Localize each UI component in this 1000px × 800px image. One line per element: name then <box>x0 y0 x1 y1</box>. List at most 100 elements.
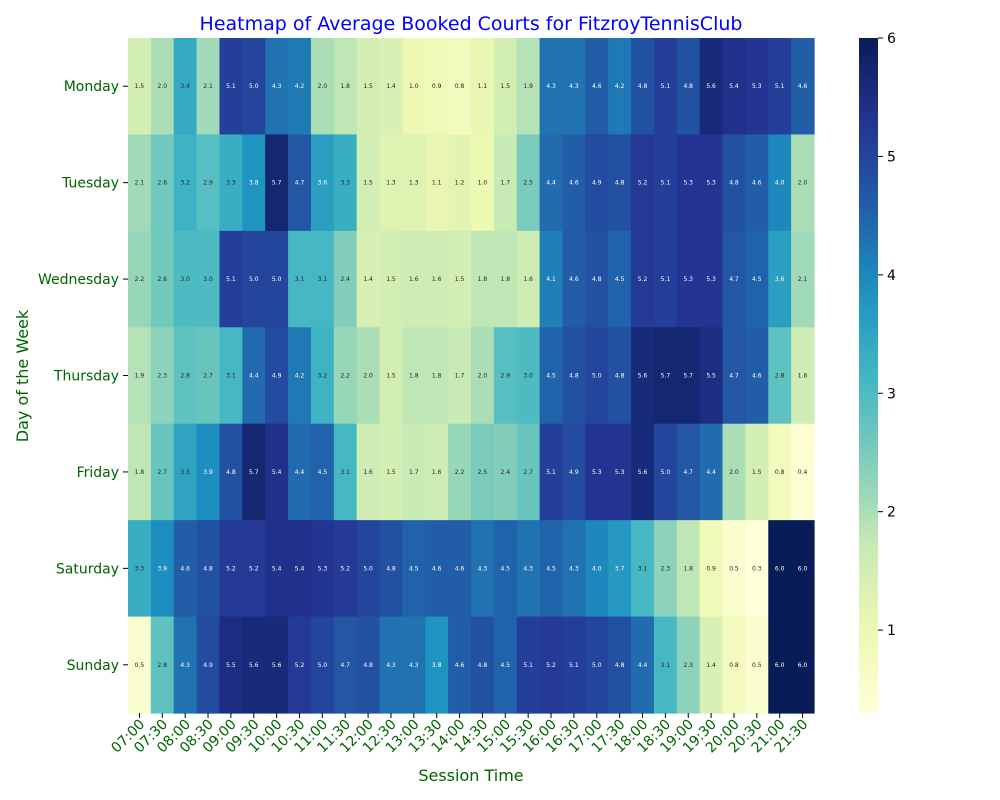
cell-value-label: 5.6 <box>706 83 716 90</box>
heatmap-cell <box>333 134 358 232</box>
heatmap-cell <box>539 230 564 328</box>
cell-value-label: 2.2 <box>340 373 350 380</box>
cell-value-label: 5.2 <box>249 565 259 572</box>
cell-value-label: 6.0 <box>798 662 808 669</box>
heatmap-cell <box>448 230 472 328</box>
cell-value-label: 4.7 <box>295 180 305 187</box>
cell-value-label: 4.3 <box>409 662 419 669</box>
heatmap-cell <box>722 134 746 232</box>
heatmap-cell <box>699 230 724 328</box>
cell-value-label: 5.7 <box>272 180 282 187</box>
cell-value-label: 4.8 <box>615 662 625 669</box>
colorbar-tick-label: 4 <box>887 268 896 284</box>
cell-value-label: 0.9 <box>706 565 716 572</box>
cell-value-label: 4.8 <box>569 373 579 380</box>
heatmap-cell <box>745 134 769 232</box>
cell-value-label: 4.8 <box>203 565 213 572</box>
heatmap-cell <box>219 520 243 618</box>
cell-value-label: 4.8 <box>226 469 236 476</box>
cell-value-label: 4.2 <box>615 83 625 90</box>
heatmap-cell <box>402 327 426 425</box>
cell-value-label: 4.7 <box>340 662 350 669</box>
heatmap-cell <box>402 520 426 618</box>
cell-value-label: 3.1 <box>295 276 305 283</box>
heatmap-cell <box>379 327 403 425</box>
cell-value-label: 1.9 <box>523 83 533 90</box>
cell-value-label: 4.7 <box>729 276 739 283</box>
cell-value-label: 4.6 <box>455 565 465 572</box>
heatmap-cell <box>653 327 678 425</box>
heatmap-cell <box>539 616 564 714</box>
cell-value-label: 4.5 <box>409 565 419 572</box>
cell-value-label: 4.8 <box>478 662 488 669</box>
cell-value-label: 5.4 <box>295 565 305 572</box>
cell-value-label: 1.5 <box>501 83 511 90</box>
heatmap-cell <box>265 327 289 425</box>
heatmap-cell <box>333 423 358 521</box>
cell-value-label: 4.9 <box>569 469 579 476</box>
cell-value-label: 1.6 <box>409 276 419 283</box>
cell-value-label: 4.6 <box>752 180 762 187</box>
cell-value-label: 4.8 <box>729 180 739 187</box>
heatmap-cell <box>150 38 175 136</box>
heatmap-cell <box>631 520 655 618</box>
heatmap-cell <box>425 327 449 425</box>
cell-value-label: 4.6 <box>455 662 465 669</box>
heatmap-cell <box>128 423 152 521</box>
heatmap-cell <box>310 327 335 425</box>
cell-value-label: 5.0 <box>249 83 259 90</box>
heatmap-cell <box>676 616 701 714</box>
heatmap-cell <box>585 616 609 714</box>
cell-value-label: 4.5 <box>546 565 556 572</box>
colorbar-tick-label: 3 <box>887 386 896 402</box>
cell-value-label: 2.7 <box>523 469 533 476</box>
y-axis-label: Day of the Week <box>13 309 32 442</box>
heatmap-cell <box>745 38 769 136</box>
heatmap-cell <box>676 38 701 136</box>
heatmap-cell <box>471 616 495 714</box>
cell-value-label: 5.1 <box>569 662 579 669</box>
cell-value-label: 3.3 <box>226 180 236 187</box>
heatmap-cell <box>493 230 518 328</box>
heatmap-cell <box>333 327 358 425</box>
cell-value-label: 5.0 <box>661 469 671 476</box>
cell-value-label: 1.7 <box>409 469 419 476</box>
heatmap-cell <box>333 230 358 328</box>
cell-value-label: 1.2 <box>455 180 465 187</box>
cell-value-label: 3.9 <box>158 565 168 572</box>
heatmap-cell <box>242 423 266 521</box>
heatmap-cell <box>196 230 221 328</box>
heatmap-cell <box>288 134 312 232</box>
heatmap-cell <box>219 327 243 425</box>
cell-value-label: 1.8 <box>683 565 693 572</box>
cell-value-label: 5.3 <box>592 469 602 476</box>
heatmap-cell <box>493 423 518 521</box>
heatmap-cell <box>608 230 632 328</box>
cell-value-label: 5.2 <box>226 565 236 572</box>
cell-value-label: 6.0 <box>798 565 808 572</box>
heatmap-cell <box>448 38 472 136</box>
heatmap-cell <box>150 423 175 521</box>
cell-value-label: 1.5 <box>386 276 396 283</box>
cell-value-label: 2.8 <box>180 373 190 380</box>
cell-value-label: 3.1 <box>318 276 328 283</box>
cell-value-label: 4.8 <box>638 83 648 90</box>
cell-value-label: 4.6 <box>798 83 808 90</box>
colorbar-tick-label: 6 <box>887 31 896 47</box>
cell-value-label: 3.8 <box>249 180 259 187</box>
cell-value-label: 1.4 <box>363 276 373 283</box>
heatmap-cell <box>242 520 266 618</box>
heatmap-cell <box>676 230 701 328</box>
heatmap-cell <box>768 38 792 136</box>
chart-title: Heatmap of Average Booked Courts for Fit… <box>200 13 743 35</box>
heatmap-cell <box>356 616 381 714</box>
cell-value-label: 1.5 <box>752 469 762 476</box>
cell-value-label: 5.0 <box>249 276 259 283</box>
cell-value-label: 5.2 <box>295 662 305 669</box>
heatmap-cell <box>402 230 426 328</box>
heatmap-cell <box>150 616 175 714</box>
cell-value-label: 5.2 <box>546 662 556 669</box>
heatmap-cell <box>722 423 746 521</box>
cell-value-label: 5.4 <box>729 83 739 90</box>
heatmap-cell <box>425 616 449 714</box>
